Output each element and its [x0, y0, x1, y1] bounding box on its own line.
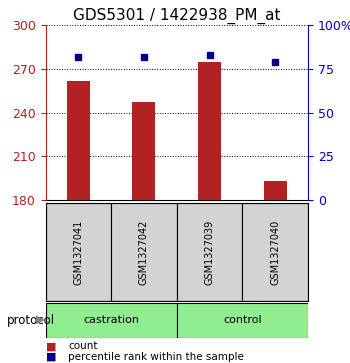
Bar: [198, 62, 221, 200]
Text: GSM1327039: GSM1327039: [204, 220, 215, 285]
Bar: [242, 203, 308, 301]
Bar: [264, 181, 287, 200]
Text: GSM1327042: GSM1327042: [139, 220, 149, 285]
Bar: [46, 203, 111, 301]
Bar: [132, 102, 155, 200]
Text: ▶: ▶: [36, 314, 45, 327]
Text: count: count: [68, 341, 98, 351]
Title: GDS5301 / 1422938_PM_at: GDS5301 / 1422938_PM_at: [73, 8, 280, 24]
Bar: [46, 303, 177, 338]
Text: ■: ■: [46, 341, 56, 351]
Text: GSM1327040: GSM1327040: [270, 220, 280, 285]
Text: control: control: [223, 315, 262, 325]
Text: percentile rank within the sample: percentile rank within the sample: [68, 352, 244, 362]
Text: ■: ■: [46, 352, 56, 362]
Text: castration: castration: [83, 315, 139, 325]
Text: protocol: protocol: [7, 314, 55, 327]
Bar: [177, 303, 308, 338]
Text: GSM1327041: GSM1327041: [73, 220, 83, 285]
Bar: [177, 203, 242, 301]
Bar: [111, 203, 177, 301]
Bar: [67, 81, 90, 200]
